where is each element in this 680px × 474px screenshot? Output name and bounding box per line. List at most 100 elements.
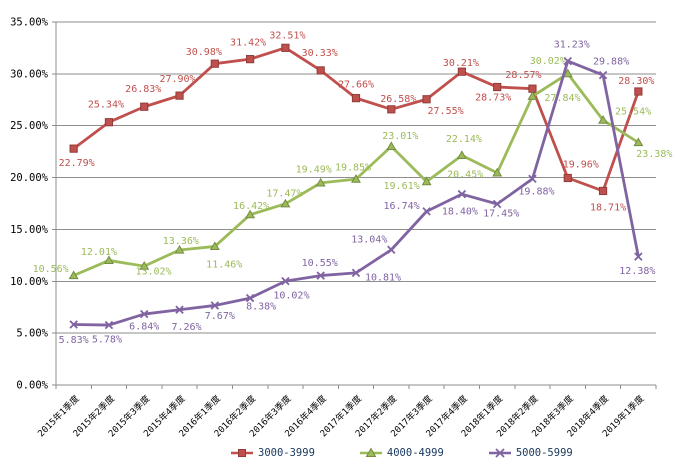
data-point-marker-square — [457, 67, 466, 76]
data-label: 27.55% — [428, 106, 464, 117]
data-point-marker-square — [210, 59, 219, 68]
data-label: 29.88% — [593, 57, 629, 68]
legend-marker-x-icon — [488, 448, 511, 458]
legend-label: 4000-4999 — [386, 447, 444, 459]
data-point-marker-square — [493, 82, 502, 92]
data-point-marker-square — [246, 55, 255, 64]
data-point-marker-square — [351, 94, 361, 103]
data-point-marker-square — [422, 95, 431, 104]
data-label: 32.51% — [269, 30, 305, 41]
data-label: 16.42% — [233, 201, 269, 212]
data-point-marker-square — [104, 118, 114, 127]
data-label: 10.02% — [273, 291, 309, 302]
y-axis-label: 5.00% — [16, 328, 48, 340]
data-point-marker-triangle — [103, 255, 114, 265]
data-label: 25.54% — [615, 107, 651, 118]
data-point-marker-triangle — [315, 177, 326, 187]
data-label: 8.38% — [246, 302, 276, 313]
data-point-marker-x — [351, 268, 361, 278]
data-point-marker-triangle — [633, 137, 644, 147]
legend-item-5000-5999: 5000-5999 — [488, 447, 573, 459]
data-point-marker-square — [387, 105, 396, 114]
legend-label: 5000-5999 — [515, 447, 573, 459]
data-point-marker-square — [175, 91, 184, 100]
data-point-marker-triangle — [139, 261, 150, 270]
data-label: 30.33% — [302, 48, 338, 59]
data-label: 19.85% — [335, 163, 371, 174]
data-label: 12.01% — [81, 247, 117, 258]
data-label: 11.46% — [206, 260, 242, 271]
y-axis-label: 10.00% — [10, 276, 49, 288]
data-label: 27.84% — [544, 93, 580, 104]
data-label: 19.49% — [296, 164, 332, 175]
data-point-marker-x — [492, 199, 502, 209]
data-label: 13.04% — [351, 234, 387, 245]
data-label: 17.45% — [483, 209, 519, 220]
data-point-marker-x — [175, 305, 184, 314]
data-label: 27.66% — [338, 80, 374, 91]
data-label: 26.83% — [125, 84, 161, 95]
data-label: 10.56% — [33, 264, 69, 275]
data-label: 26.58% — [380, 94, 416, 105]
data-point-marker-square — [634, 87, 643, 96]
data-label: 5.78% — [92, 335, 122, 346]
data-label: 19.96% — [563, 159, 599, 170]
data-point-marker-triangle — [421, 176, 432, 186]
data-point-marker-square — [69, 144, 78, 153]
data-point-marker-square — [140, 102, 149, 111]
legend-marker-triangle-icon — [359, 447, 382, 457]
data-label: 17.47% — [266, 188, 302, 199]
data-point-marker-x — [457, 189, 467, 199]
data-point-marker-x — [104, 320, 114, 330]
data-point-marker-square — [598, 186, 608, 196]
data-label: 13.36% — [163, 236, 199, 247]
data-point-marker-x — [563, 56, 573, 66]
data-label: 12.38% — [619, 266, 655, 277]
data-point-marker-triangle — [245, 209, 256, 219]
data-point-marker-square — [563, 173, 572, 183]
data-point-marker-x — [139, 309, 149, 319]
data-point-marker-square — [316, 66, 325, 75]
data-label: 23.38% — [636, 149, 672, 160]
data-label: 30.98% — [186, 47, 222, 58]
data-point-marker-triangle — [280, 198, 291, 208]
y-axis-label: 0.00% — [16, 380, 48, 392]
data-label: 13.02% — [135, 266, 171, 277]
data-label: 31.23% — [554, 40, 590, 51]
data-label: 19.88% — [518, 186, 554, 197]
data-label: 30.21% — [443, 58, 479, 69]
data-point-marker-triangle — [209, 241, 220, 251]
data-label: 7.26% — [171, 322, 201, 333]
data-point-marker-triangle — [174, 244, 185, 254]
data-point-marker-x — [69, 320, 78, 329]
data-label: 19.61% — [384, 181, 420, 192]
data-point-marker-triangle — [68, 270, 79, 280]
data-point-marker-square — [281, 43, 290, 52]
data-point-marker-x — [245, 293, 255, 303]
data-point-marker-x — [634, 252, 643, 261]
data-label: 20.45% — [447, 169, 483, 180]
data-point-marker-x — [598, 70, 608, 80]
y-axis-label: 35.00% — [10, 17, 49, 29]
data-label: 28.57% — [505, 70, 541, 81]
data-label: 22.14% — [446, 134, 482, 145]
data-point-marker-triangle — [598, 115, 609, 124]
data-point-marker-triangle — [386, 141, 397, 150]
data-label: 28.73% — [475, 93, 511, 104]
legend-item-4000-4999: 4000-4999 — [359, 447, 444, 459]
legend-marker-square-icon — [231, 449, 253, 457]
y-axis-label: 25.00% — [10, 120, 49, 132]
data-label: 31.42% — [230, 38, 266, 49]
chart-legend: 3000-3999 4000-4999 5000-5999 — [230, 447, 573, 459]
data-point-marker-x — [281, 276, 290, 286]
data-label: 28.30% — [618, 76, 654, 87]
data-point-marker-x — [210, 301, 220, 310]
legend-label: 3000-3999 — [258, 447, 315, 459]
y-axis-label: 30.00% — [10, 68, 49, 80]
data-label: 27.90% — [159, 74, 195, 85]
data-label: 18.40% — [442, 207, 478, 218]
data-point-marker-x — [387, 245, 396, 254]
data-point-marker-x — [528, 174, 537, 184]
legend-item-3000-3999: 3000-3999 — [230, 447, 315, 459]
